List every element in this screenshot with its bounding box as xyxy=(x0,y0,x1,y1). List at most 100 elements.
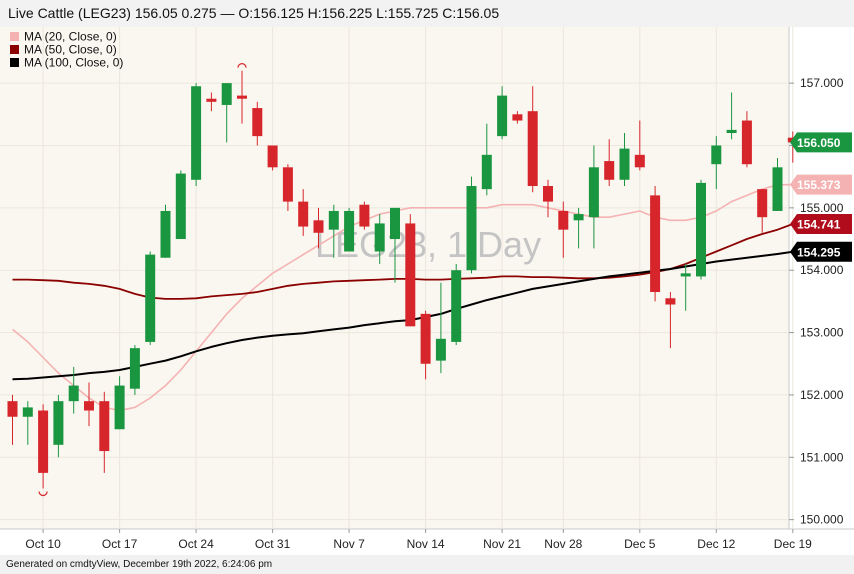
candle-body xyxy=(772,167,783,211)
time-axis[interactable] xyxy=(0,529,854,555)
legend-label: MA (50, Close, 0) xyxy=(24,43,117,57)
candle-body xyxy=(145,254,156,342)
candle-up xyxy=(435,282,446,374)
candle-body xyxy=(405,223,416,327)
candle-up xyxy=(374,214,385,264)
candle-body xyxy=(160,210,171,258)
candle-body xyxy=(68,385,79,402)
candle-down xyxy=(237,70,247,124)
candle-body xyxy=(114,385,125,430)
footer-credit: Generated on cmdtyView, December 19th 20… xyxy=(6,559,273,570)
candle-up xyxy=(619,133,630,187)
ma50-price-tag: 154.741 xyxy=(790,213,852,234)
candle-down xyxy=(665,292,676,349)
price-tags: 156.050 155.373 154.741 154.295 xyxy=(790,132,852,262)
candle-up xyxy=(696,179,706,280)
candle-down xyxy=(757,189,768,233)
candle-body xyxy=(680,273,691,277)
legend-swatch xyxy=(10,32,19,41)
candle-up xyxy=(328,204,339,258)
x-tick-label: Dec 5 xyxy=(624,537,656,551)
ma-line-20 xyxy=(11,183,799,412)
ma100-price-tag: 154.295 xyxy=(790,241,852,262)
candle-body xyxy=(298,201,309,227)
candle-body xyxy=(650,195,661,293)
candle-body xyxy=(175,173,186,240)
candle-down xyxy=(313,207,324,249)
candle-body xyxy=(7,401,18,417)
candle-up xyxy=(466,176,477,274)
y-tick-label: 152.000 xyxy=(800,388,844,402)
candle-body xyxy=(711,145,722,165)
candle-down xyxy=(741,111,752,168)
candle-up xyxy=(497,86,508,140)
candle-up xyxy=(129,345,140,395)
candle-body xyxy=(390,207,400,240)
y-tick-label: 153.000 xyxy=(800,326,844,340)
candle-down xyxy=(527,86,538,193)
x-tick-label: Nov 7 xyxy=(333,537,365,551)
candle-up xyxy=(390,207,400,283)
candle-body xyxy=(481,154,492,190)
legend-item: MA (100, Close, 0) xyxy=(10,56,123,70)
candle-body xyxy=(573,214,584,221)
candle-down xyxy=(99,391,110,473)
candle-body xyxy=(129,348,140,389)
candle-up xyxy=(344,207,355,252)
candle-down xyxy=(298,189,309,236)
price-axis[interactable] xyxy=(789,27,854,529)
x-tick-label: Oct 31 xyxy=(255,537,291,551)
candle-up xyxy=(68,366,79,414)
candle-body xyxy=(497,95,508,137)
candle-up xyxy=(711,136,722,190)
candle-down xyxy=(420,310,431,380)
candle-up xyxy=(451,263,462,346)
candle-up xyxy=(114,376,125,430)
candle-body xyxy=(757,189,768,218)
candle-body xyxy=(665,298,676,305)
low-marker xyxy=(38,491,48,497)
legend-label: MA (100, Close, 0) xyxy=(24,56,123,70)
candle-down xyxy=(604,139,615,187)
x-tick-label: Dec 12 xyxy=(697,537,735,551)
x-tick-label: Dec 19 xyxy=(774,537,812,551)
candle-up xyxy=(726,92,737,140)
candle-down xyxy=(38,404,49,489)
candle-body xyxy=(527,111,538,187)
candle-body xyxy=(267,145,278,168)
x-tick-label: Nov 28 xyxy=(544,537,582,551)
candle-body xyxy=(221,83,232,105)
title-bar: Live Cattle (LEG23) 156.05 0.275 — O:156… xyxy=(0,0,854,27)
candle-body xyxy=(466,186,477,271)
candle-down xyxy=(206,92,217,112)
candle-body xyxy=(420,313,431,364)
legend-swatch xyxy=(10,58,19,67)
price-tag-label: 154.295 xyxy=(797,245,841,259)
candle-body xyxy=(588,167,599,218)
candle-down xyxy=(252,101,263,146)
x-tick-label: Nov 21 xyxy=(483,537,521,551)
last-price-tag: 156.050 xyxy=(790,132,852,153)
candle-body xyxy=(84,401,94,411)
candle-body xyxy=(726,129,737,134)
price-tag-label: 156.050 xyxy=(797,136,841,150)
candle-body xyxy=(99,401,110,452)
candle-down xyxy=(634,120,645,171)
candle-body xyxy=(451,270,462,342)
candle-up xyxy=(160,204,171,258)
candle-up xyxy=(481,123,492,196)
candle-body xyxy=(741,120,752,165)
legend-label: MA (20, Close, 0) xyxy=(24,30,117,44)
candle-up xyxy=(175,170,186,240)
candle-body xyxy=(53,401,64,445)
candle-up xyxy=(573,207,584,249)
candle-up xyxy=(145,251,156,346)
candle-down xyxy=(84,382,94,427)
candle-down xyxy=(543,179,553,218)
candle-up xyxy=(191,83,202,187)
legend-swatch xyxy=(10,45,19,54)
candle-down xyxy=(558,201,569,258)
candle-down xyxy=(405,214,416,327)
legend-item: MA (20, Close, 0) xyxy=(10,30,117,44)
